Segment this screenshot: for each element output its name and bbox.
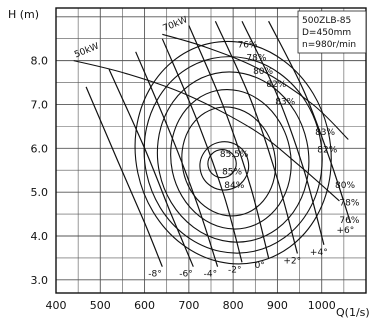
y-tick-label: 8.0 <box>31 55 49 68</box>
blade-angle-curves <box>85 20 352 267</box>
efficiency-contour-84% <box>199 141 250 191</box>
efficiency-label: 85% <box>222 168 242 178</box>
efficiency-contour-78% <box>143 56 323 254</box>
blade-angle-curve <box>135 51 219 267</box>
y-tick-label: 5.0 <box>31 186 49 199</box>
y-tick-label: 3.0 <box>31 274 49 287</box>
x-tick-label: 600 <box>134 299 155 312</box>
blade-angle-curve <box>85 86 163 267</box>
blade-angle-curve <box>161 38 243 263</box>
blade-angle-curve <box>268 20 352 223</box>
y-axis-label: H (m) <box>8 8 39 21</box>
blade-angle-label: +2° <box>283 257 301 267</box>
y-tick-labels: 3.0 4.0 5.0 6.0 7.0 8.0 <box>31 55 49 287</box>
blade-angle-curve <box>214 20 298 254</box>
blade-angle-label: -2° <box>228 265 241 275</box>
efficiency-label: 76% <box>339 216 359 226</box>
x-tick-label: 900 <box>267 299 288 312</box>
x-tick-label: 700 <box>178 299 199 312</box>
x-axis-label: Q(1/s) <box>336 306 370 319</box>
plot-border <box>55 7 367 294</box>
blade-angle-label: -6° <box>179 270 192 280</box>
efficiency-label: 83% <box>315 128 335 138</box>
efficiency-label: 76% <box>238 40 258 50</box>
efficiency-label: 82% <box>266 80 286 90</box>
power-curve <box>73 60 340 202</box>
efficiency-label: 84% <box>224 181 244 191</box>
efficiency-label: 85.5% <box>220 150 249 160</box>
efficiency-contour-76% <box>134 40 332 265</box>
power-labels: 50kW 70kW <box>73 15 189 60</box>
power-label: 50kW <box>73 42 101 61</box>
x-tick-label: 800 <box>223 299 244 312</box>
blade-angle-label: -4° <box>204 270 217 280</box>
efficiency-label: 80% <box>335 181 355 191</box>
info-speed: n=980r/min <box>302 40 356 50</box>
y-tick-label: 7.0 <box>31 98 49 111</box>
efficiency-label: 82% <box>317 146 337 156</box>
blade-angle-curve <box>241 20 325 245</box>
blade-angle-curve <box>188 25 270 259</box>
blade-angle-curve <box>108 69 194 267</box>
power-label: 70kW <box>162 15 190 34</box>
efficiency-contour-82% <box>170 88 292 230</box>
plot-frame <box>55 7 367 294</box>
x-tick-label: 400 <box>46 299 67 312</box>
info-model: 500ZLB-85 <box>302 16 351 26</box>
blade-angle-label: +6° <box>337 226 355 236</box>
blade-angle-label: +4° <box>310 248 328 258</box>
blade-angle-labels: -8° -6° -4° -2° 0° +2° +4° +6° <box>148 226 354 280</box>
power-curves <box>73 33 349 202</box>
efficiency-label: 78% <box>246 54 266 64</box>
y-tick-label: 4.0 <box>31 230 49 243</box>
efficiency-label: 83% <box>275 97 295 107</box>
efficiency-label: 78% <box>339 198 359 208</box>
info-diameter: D=450mm <box>302 28 351 38</box>
power-curve <box>162 33 349 140</box>
blade-angle-label: 0° <box>255 261 265 271</box>
efficiency-contour-80% <box>156 71 310 243</box>
y-tick-label: 6.0 <box>31 142 49 155</box>
efficiency-label: 80% <box>253 67 273 77</box>
blade-angle-label: -8° <box>148 270 161 280</box>
efficiency-contour-85% <box>207 149 237 179</box>
x-tick-label: 1000 <box>308 299 336 312</box>
efficiency-labels: 76% 78% 80% 82% 83% 83% 82% 80% 78% 76% 85.5% 85% 84… <box>220 40 360 225</box>
efficiency-contours <box>134 40 332 265</box>
efficiency-contour-83% <box>181 106 277 217</box>
info-box <box>297 10 367 54</box>
x-tick-labels: 400 500 600 700 800 900 1000 <box>46 299 336 312</box>
x-tick-label: 500 <box>90 299 111 312</box>
